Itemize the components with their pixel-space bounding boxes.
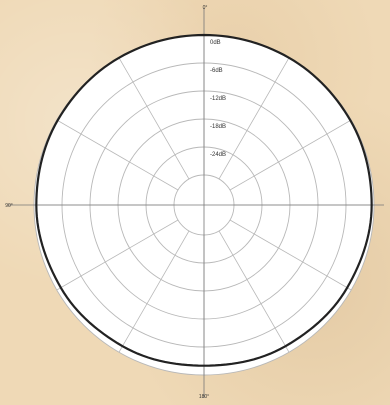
ring-label-4: -24dB [210, 152, 226, 158]
grid-spoke-150 [218, 230, 290, 353]
pickup-pattern-layer [35, 33, 373, 367]
ring-label-1: -6dB [210, 68, 223, 74]
ring-label-3: -18dB [210, 124, 226, 130]
polar-axis-layer [8, 8, 384, 398]
angle-label-2: 180° [199, 394, 209, 400]
pickup-pattern-curve [35, 33, 373, 367]
label-layer: 0dB -6dB -12dB -18dB -24dB 0° 90° 180° [5, 5, 226, 400]
grid-spoke-60 [229, 119, 352, 191]
angle-label-0: 0° [203, 5, 208, 11]
grid-spoke-330 [118, 57, 190, 180]
ring-label-0: 0dB [210, 40, 221, 46]
grid-spoke-300 [56, 119, 179, 191]
grid-spoke-120 [229, 219, 352, 291]
grid-spoke-30 [218, 57, 290, 180]
grid-spoke-240 [56, 219, 179, 291]
grid-spoke-210 [118, 230, 190, 353]
angle-label-1: 90° [5, 203, 13, 209]
ring-label-2: -12dB [210, 96, 226, 102]
